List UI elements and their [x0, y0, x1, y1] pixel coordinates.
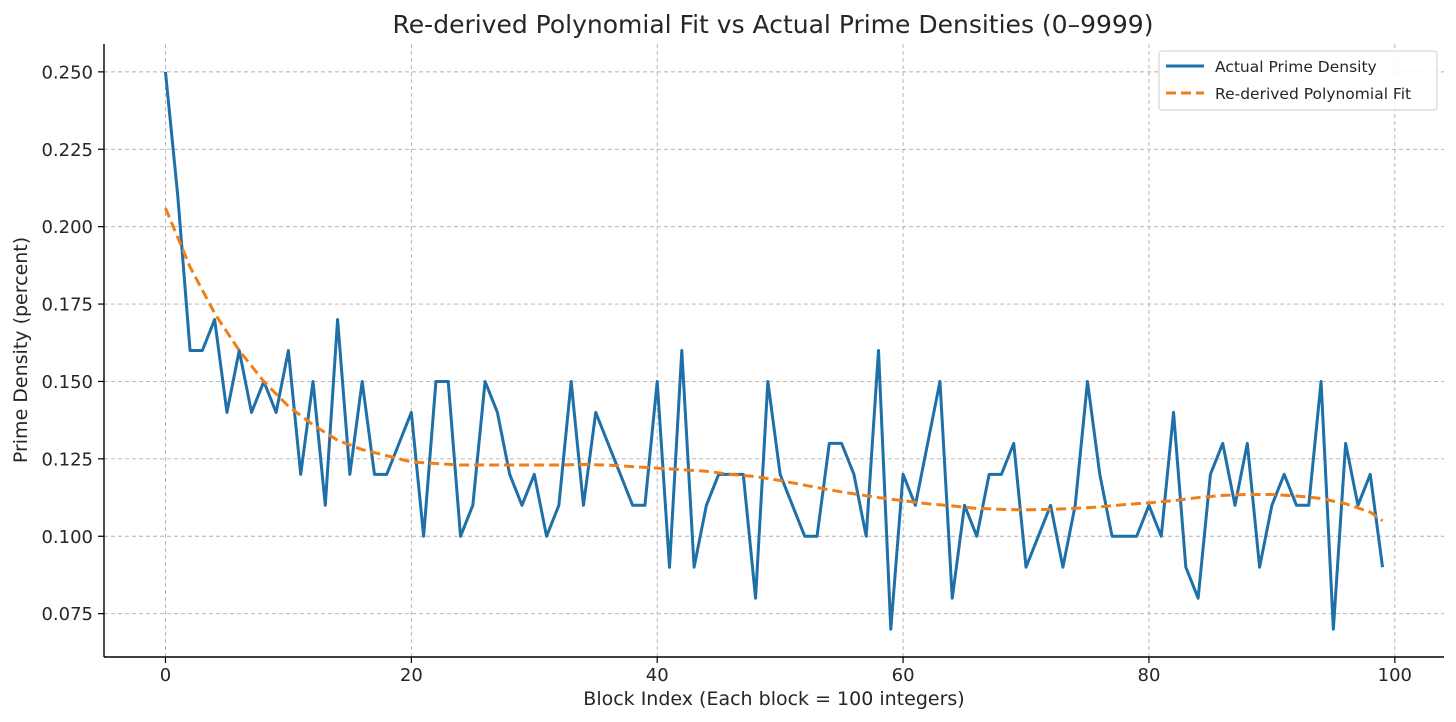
- y-axis-label: Prime Density (percent): [10, 237, 32, 463]
- grid: [104, 44, 1444, 657]
- polynomial-fit-line: [164, 207, 1384, 523]
- x-ticks: 0 20 40 60 80 100: [160, 657, 1412, 686]
- actual-prime-density-line: [163, 71, 1385, 631]
- y-tick-label: 0.100: [41, 527, 93, 548]
- x-axis-label: Block Index (Each block = 100 integers): [583, 688, 964, 710]
- legend-label-fit: Re-derived Polynomial Fit: [1215, 85, 1411, 103]
- x-tick-label: 100: [1378, 665, 1412, 686]
- x-tick-label: 60: [892, 665, 915, 686]
- y-ticks: 0.075 0.100 0.125 0.150 0.175 0.200 0.225 0.250: [41, 62, 104, 625]
- y-tick-label: 0.250: [41, 62, 93, 83]
- series-layer: [163, 71, 1385, 631]
- y-tick-label: 0.175: [41, 295, 93, 316]
- legend-frame: [1158, 50, 1438, 111]
- axes: [103, 44, 1444, 658]
- y-tick-label: 0.225: [41, 140, 93, 161]
- y-tick-label: 0.125: [41, 449, 93, 470]
- chart-title: Re-derived Polynomial Fit vs Actual Prim…: [393, 10, 1154, 39]
- y-tick-label: 0.200: [41, 217, 93, 238]
- x-tick-label: 20: [400, 665, 423, 686]
- legend: Actual Prime Density Re-derived Polynomi…: [1158, 50, 1438, 111]
- y-tick-label: 0.075: [41, 604, 93, 625]
- x-tick-label: 0: [160, 665, 171, 686]
- y-tick-label: 0.150: [41, 372, 93, 393]
- x-tick-label: 40: [646, 665, 669, 686]
- legend-label-actual: Actual Prime Density: [1215, 58, 1377, 76]
- x-tick-label: 80: [1138, 665, 1161, 686]
